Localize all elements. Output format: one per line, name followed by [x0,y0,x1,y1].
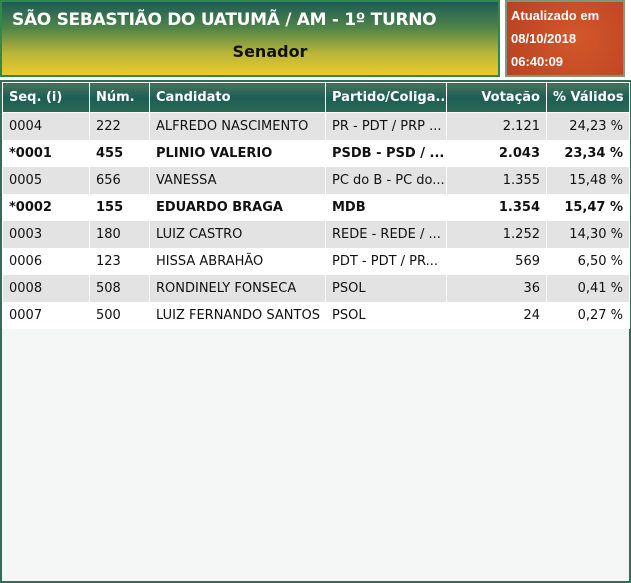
cell-votes: 1.354 [446,193,547,221]
cell-percent: 23,34 % [546,139,630,167]
cell-votes: 2.121 [446,112,547,140]
cell-votes: 24 [446,301,547,329]
table-row: *0001 455 PLINIO VALERIO PSDB - PSD / ... 2.… [2,139,630,167]
table-row: 0007 500 LUIZ FERNANDO SANTOS PSOL 24 0,27 % [2,301,630,329]
cell-seq: 0005 [2,166,90,194]
updated-time: 06:40:09 [511,54,564,69]
cell-candidate: ALFREDO NASCIMENTO [149,112,326,140]
cell-num: 455 [89,139,150,167]
cell-candidate: LUIZ FERNANDO SANTOS [149,301,326,329]
cell-party: PC do B - PC do... [325,166,447,194]
cell-seq: *0002 [2,193,90,221]
col-votacao[interactable]: Votação [446,82,547,113]
cell-party: PSOL [325,274,447,302]
office-subtitle: Senador [232,42,308,61]
col-partido[interactable]: Partido/Coliga... [325,82,447,113]
cell-party: MDB [325,193,447,221]
cell-party: PSOL [325,301,447,329]
cell-seq: 0007 [2,301,90,329]
title-banner: SÃO SEBASTIÃO DO UATUMÃ / AM - 1º TURNO … [0,0,500,77]
cell-party: PDT - PDT / PR... [325,247,447,275]
table-header-row: Seq. (i) Núm. Candidato Partido/Coliga..… [2,82,630,113]
cell-seq: 0004 [2,112,90,140]
cell-num: 222 [89,112,150,140]
updated-date: 08/10/2018 [511,31,577,46]
cell-votes: 2.043 [446,139,547,167]
results-table-container: Seq. (i) Núm. Candidato Partido/Coliga..… [0,80,631,583]
table-row: 0005 656 VANESSA PC do B - PC do... 1.355 15,… [2,166,630,194]
table-row: 0008 508 RONDINELY FONSECA PSOL 36 0,41 % [2,274,630,302]
cell-seq: *0001 [2,139,90,167]
table-row: 0004 222 ALFREDO NASCIMENTO PR - PDT / PRP … [2,112,630,140]
cell-num: 180 [89,220,150,248]
cell-percent: 24,23 % [546,112,630,140]
updated-box: Atualizado em 08/10/2018 06:40:09 [505,0,625,77]
cell-party: PSDB - PSD / ... [325,139,447,167]
col-seq[interactable]: Seq. (i) [2,82,90,113]
cell-candidate: EDUARDO BRAGA [149,193,326,221]
cell-candidate: HISSA ABRAHÃO [149,247,326,275]
page-title: SÃO SEBASTIÃO DO UATUMÃ / AM - 1º TURNO [12,10,437,30]
cell-num: 123 [89,247,150,275]
cell-votes: 569 [446,247,547,275]
cell-seq: 0008 [2,274,90,302]
cell-party: REDE - REDE / ... [325,220,447,248]
cell-percent: 15,48 % [546,166,630,194]
col-candidato[interactable]: Candidato [149,82,326,113]
col-num[interactable]: Núm. [89,82,150,113]
cell-percent: 0,27 % [546,301,630,329]
cell-candidate: RONDINELY FONSECA [149,274,326,302]
cell-candidate: LUIZ CASTRO [149,220,326,248]
cell-votes: 36 [446,274,547,302]
cell-percent: 0,41 % [546,274,630,302]
table-row: *0002 155 EDUARDO BRAGA MDB 1.354 15,47 % [2,193,630,221]
cell-num: 656 [89,166,150,194]
cell-num: 155 [89,193,150,221]
table-row: 0006 123 HISSA ABRAHÃO PDT - PDT / PR... 569… [2,247,630,275]
col-validos[interactable]: % Válidos [546,82,630,113]
cell-num: 508 [89,274,150,302]
cell-votes: 1.355 [446,166,547,194]
table-row: 0003 180 LUIZ CASTRO REDE - REDE / ... 1.252… [2,220,630,248]
cell-percent: 6,50 % [546,247,630,275]
cell-seq: 0006 [2,247,90,275]
cell-candidate: VANESSA [149,166,326,194]
cell-percent: 15,47 % [546,193,630,221]
results-table: Seq. (i) Núm. Candidato Partido/Coliga..… [2,82,630,329]
cell-seq: 0003 [2,220,90,248]
cell-votes: 1.252 [446,220,547,248]
cell-party: PR - PDT / PRP ... [325,112,447,140]
cell-num: 500 [89,301,150,329]
updated-label: Atualizado em [511,8,600,23]
cell-percent: 14,30 % [546,220,630,248]
cell-candidate: PLINIO VALERIO [149,139,326,167]
